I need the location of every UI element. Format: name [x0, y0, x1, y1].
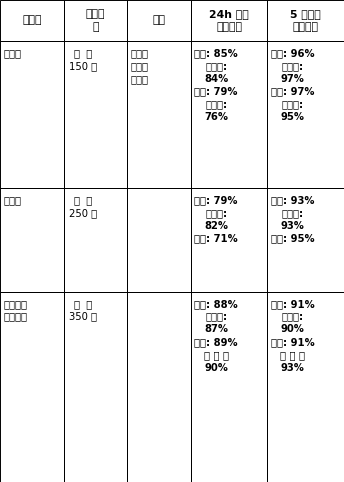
- Text: 药材、花
卉、草地: 药材、花 卉、草地: [3, 299, 28, 321]
- Bar: [0, 292, 64, 482]
- Bar: [267, 41, 344, 188]
- Text: 蚁虫: 88%
红蜘蛛:
87%
螨类: 89%
白 粉 虱
90%: 蚁虫: 88% 红蜘蛛: 87% 螨类: 89% 白 粉 虱 90%: [194, 299, 238, 373]
- Text: 24h 后害
虫抑制率: 24h 后害 虫抑制率: [209, 9, 249, 32]
- Bar: [191, 41, 267, 188]
- Bar: [64, 41, 127, 188]
- Bar: [0, 0, 64, 41]
- Text: 使用浓
度: 使用浓 度: [86, 9, 105, 32]
- Text: 蚁虫: 85%
青菜虫:
84%
螨类: 79%
卷叶虫:
76%: 蚁虫: 85% 青菜虫: 84% 螨类: 79% 卷叶虫: 76%: [194, 48, 238, 122]
- Text: 税  释
150 倍: 税 释 150 倍: [69, 48, 97, 71]
- Text: 蔬菜类: 蔬菜类: [3, 48, 21, 58]
- Bar: [191, 188, 267, 292]
- Text: 蚁虫: 91%
红蜘蛛:
90%
螨类: 91%
白 粉 虱
93%: 蚁虫: 91% 红蜘蛛: 90% 螨类: 91% 白 粉 虱 93%: [271, 299, 314, 373]
- Bar: [64, 188, 127, 292]
- Text: 农作物: 农作物: [22, 15, 42, 26]
- Bar: [64, 0, 127, 41]
- Text: 果树类: 果树类: [3, 195, 21, 205]
- Text: 蚁虫: 93%
红蜘蛛:
93%
螨类: 95%: 蚁虫: 93% 红蜘蛛: 93% 螨类: 95%: [271, 195, 314, 243]
- Bar: [127, 188, 191, 292]
- Bar: [267, 0, 344, 41]
- Bar: [0, 41, 64, 188]
- Bar: [127, 0, 191, 41]
- Text: 5 天后害
虫抑制率: 5 天后害 虫抑制率: [290, 9, 321, 32]
- Bar: [267, 292, 344, 482]
- Bar: [127, 41, 191, 188]
- Text: 税  释
350 倍: 税 释 350 倍: [69, 299, 97, 321]
- Text: 喷雾均
匀，全
株施药: 喷雾均 匀，全 株施药: [131, 48, 149, 84]
- Bar: [191, 292, 267, 482]
- Text: 蚁虫: 96%
青菜虫:
97%
螨类: 97%
卷叶虫:
95%: 蚁虫: 96% 青菜虫: 97% 螨类: 97% 卷叶虫: 95%: [271, 48, 314, 122]
- Bar: [127, 292, 191, 482]
- Text: 方法: 方法: [153, 15, 165, 26]
- Text: 蚁虫: 79%
红蜘蛛:
82%
螨类: 71%: 蚁虫: 79% 红蜘蛛: 82% 螨类: 71%: [194, 195, 238, 243]
- Bar: [191, 0, 267, 41]
- Bar: [267, 188, 344, 292]
- Bar: [64, 292, 127, 482]
- Text: 税  释
250 倍: 税 释 250 倍: [69, 195, 97, 218]
- Bar: [0, 188, 64, 292]
